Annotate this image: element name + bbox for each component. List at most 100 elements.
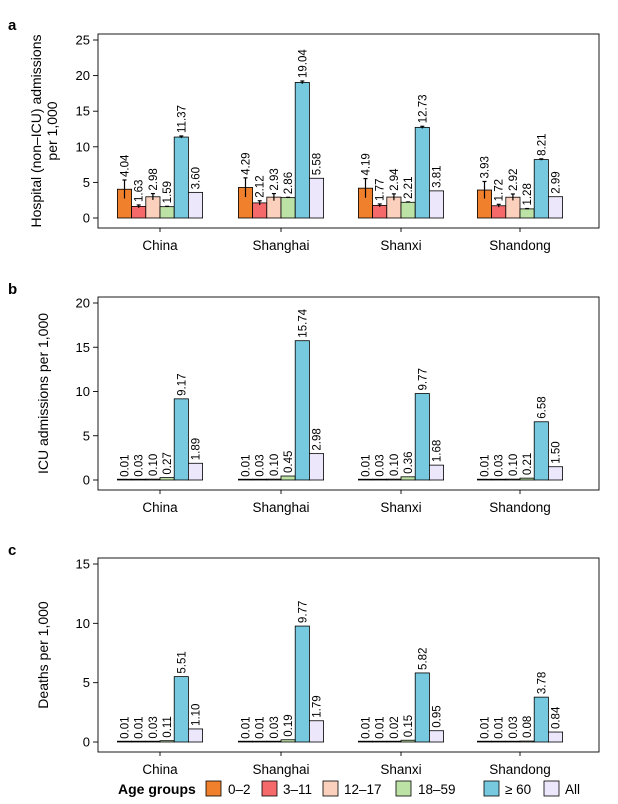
bar xyxy=(173,136,189,219)
x-category-label: Shandong xyxy=(489,500,551,515)
x-axis: China Shanghai Shanxi Shandong xyxy=(142,752,551,777)
data-label: 8.21 xyxy=(536,133,548,155)
bar xyxy=(145,740,161,743)
legend-swatch xyxy=(395,780,412,797)
data-label: 1.10 xyxy=(191,704,203,726)
bar xyxy=(280,197,296,219)
plot-frame xyxy=(97,557,600,753)
data-label: 0.01 xyxy=(241,455,253,477)
data-label: 1.68 xyxy=(432,440,444,462)
y-tick-label: 0 xyxy=(83,473,90,488)
bar xyxy=(308,177,324,219)
bar xyxy=(414,126,430,219)
data-label: 0.11 xyxy=(162,716,174,738)
y-axis-label-line: per 1,000 xyxy=(44,101,60,160)
data-label: 0.01 xyxy=(480,716,492,738)
data-label: 0.27 xyxy=(162,452,174,474)
bar xyxy=(159,206,175,219)
x-category-label: Shanxi xyxy=(380,238,421,253)
panel-c: c 0 5 10 15 Deaths per 1,000 China Shanghai Shan… xyxy=(8,542,600,777)
bar xyxy=(533,421,549,481)
legend-swatch xyxy=(205,780,222,797)
data-label: 2.21 xyxy=(403,177,415,199)
bar xyxy=(131,740,147,743)
data-label: 2.99 xyxy=(551,171,563,193)
y-tick-label: 5 xyxy=(83,428,90,443)
data-label: 0.19 xyxy=(283,714,295,736)
data-label: 0.10 xyxy=(508,454,520,476)
y-axis: 0 5 10 15 20 xyxy=(76,296,98,488)
bar xyxy=(519,740,535,743)
bars: 0.01 0.03 0.10 0.279.171.890.01 0.03 0.10 0.45… xyxy=(117,308,564,481)
bar xyxy=(357,478,373,481)
data-label: 1.50 xyxy=(551,441,563,463)
bar xyxy=(187,728,203,743)
bar xyxy=(533,696,549,743)
bar xyxy=(428,464,444,481)
data-label: 0.01 xyxy=(134,716,146,738)
y-axis: 0 5 10 15 xyxy=(76,557,98,750)
data-label: 0.45 xyxy=(283,451,295,473)
bar xyxy=(519,477,535,481)
panel-label: b xyxy=(8,281,17,298)
data-label: 0.01 xyxy=(361,716,373,738)
bars: 0.01 0.01 0.03 0.115.511.100.01 0.01 0.03 0.19… xyxy=(117,601,564,743)
x-axis: China Shanghai Shanxi Shandong xyxy=(142,490,551,515)
data-label: 2.98 xyxy=(312,428,324,450)
data-label: 0.03 xyxy=(508,716,520,738)
data-label: 0.01 xyxy=(255,716,267,738)
bar xyxy=(252,478,268,481)
y-tick-label: 5 xyxy=(83,675,90,690)
bar xyxy=(173,398,189,481)
data-label: 0.36 xyxy=(403,451,415,473)
y-axis-label: Deaths per 1,000 xyxy=(35,601,51,709)
data-label: 3.78 xyxy=(536,672,548,694)
data-label: 4.29 xyxy=(241,152,253,174)
panel-label: c xyxy=(8,542,16,559)
data-label: 0.03 xyxy=(148,716,160,738)
data-label: 0.03 xyxy=(375,454,387,476)
bar xyxy=(187,462,203,481)
bar xyxy=(491,478,507,481)
bar xyxy=(237,740,253,743)
y-axis-label-line: Deaths per 1,000 xyxy=(35,601,51,709)
data-label: 3.81 xyxy=(432,165,444,187)
x-category-label: China xyxy=(142,762,178,777)
x-category-label: Shandong xyxy=(489,238,551,253)
y-axis-label-line: ICU admissions per 1,000 xyxy=(35,313,51,474)
data-label: 0.15 xyxy=(403,715,415,737)
y-tick-label: 0 xyxy=(83,735,90,750)
bar xyxy=(280,739,296,743)
bar xyxy=(173,676,189,743)
data-label: 1.63 xyxy=(134,180,146,202)
bar xyxy=(533,159,549,219)
bar xyxy=(386,740,402,743)
legend-swatch xyxy=(322,780,339,797)
x-category-label: Shanxi xyxy=(380,500,421,515)
bar xyxy=(400,201,416,219)
data-label: 5.51 xyxy=(176,651,188,673)
bar xyxy=(548,196,564,219)
legend: Age groups 0–2 3–11 12–17 18–59 ≥ 60 All xyxy=(118,780,580,797)
bar xyxy=(505,478,521,481)
y-tick-label: 15 xyxy=(76,104,90,119)
bar xyxy=(357,740,373,743)
y-axis-label: ICU admissions per 1,000 xyxy=(35,313,51,474)
data-label: 0.08 xyxy=(522,716,534,738)
bar xyxy=(294,82,310,219)
bar xyxy=(280,475,296,481)
data-label: 4.04 xyxy=(120,154,132,177)
bar xyxy=(252,202,268,219)
x-category-label: Shanghai xyxy=(252,762,309,777)
data-label: 1.72 xyxy=(494,179,506,201)
data-label: 2.12 xyxy=(255,175,267,197)
data-label: 2.93 xyxy=(269,168,281,190)
data-label: 11.37 xyxy=(176,105,188,133)
y-tick-label: 15 xyxy=(76,340,90,355)
bar xyxy=(252,740,268,743)
x-category-label: China xyxy=(142,238,178,253)
bar xyxy=(505,740,521,743)
bar xyxy=(145,478,161,481)
legend-swatch xyxy=(261,780,278,797)
x-category-label: Shanghai xyxy=(252,500,309,515)
